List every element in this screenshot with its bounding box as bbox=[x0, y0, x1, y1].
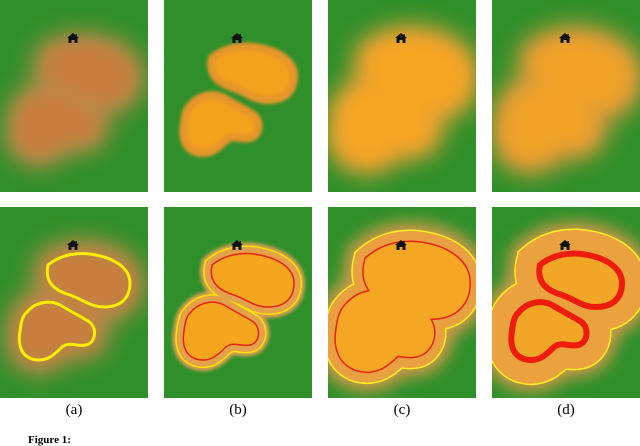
panel-label: (a) bbox=[66, 402, 83, 418]
panel-label: (b) bbox=[229, 402, 247, 418]
panel bbox=[0, 207, 148, 398]
panel bbox=[164, 0, 312, 192]
region bbox=[511, 95, 586, 153]
region bbox=[347, 302, 422, 360]
panel bbox=[492, 207, 640, 398]
panel bbox=[0, 0, 148, 192]
panel bbox=[328, 0, 476, 192]
panel-label: (c) bbox=[394, 402, 411, 418]
panel-label: (d) bbox=[557, 402, 575, 418]
caption: Figure 1: bbox=[28, 434, 71, 446]
panel bbox=[164, 207, 312, 398]
panel bbox=[328, 207, 476, 398]
panel bbox=[492, 0, 640, 192]
region bbox=[347, 95, 422, 153]
